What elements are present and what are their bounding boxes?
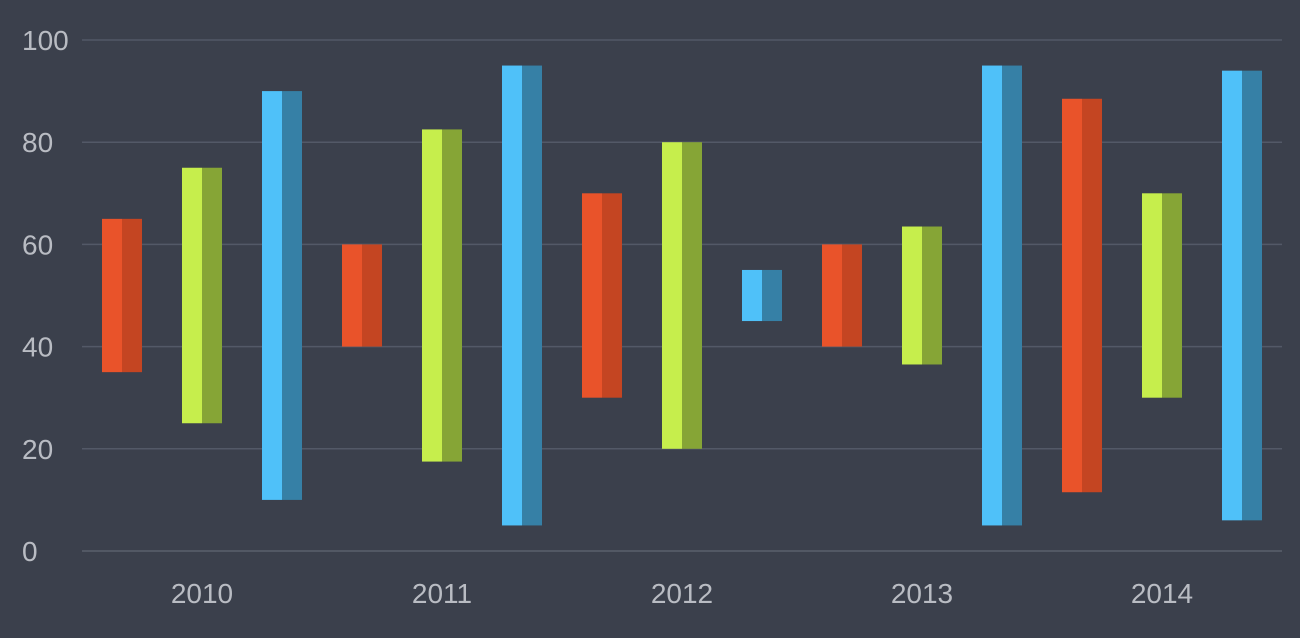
bar-face (262, 91, 282, 500)
bar-face (342, 244, 362, 347)
y-tick-label: 40 (22, 332, 53, 363)
x-category-label: 2010 (171, 578, 233, 609)
bar-2011-orange (342, 244, 382, 347)
bar-2013-orange (822, 244, 862, 347)
bar-face (982, 65, 1002, 526)
y-tick-label: 0 (22, 536, 38, 567)
bar-2013-blue (982, 65, 1022, 526)
bar-face (822, 244, 842, 347)
bar-side (1002, 65, 1022, 526)
bar-face (902, 226, 922, 365)
bar-2010-orange (102, 218, 142, 373)
bar-side (282, 91, 302, 500)
bar-2014-blue (1222, 70, 1262, 521)
bar-side (922, 226, 942, 365)
bar-face (1062, 98, 1082, 493)
bar-2010-green (182, 167, 222, 424)
bar-face (742, 269, 762, 322)
bar-side (442, 129, 462, 462)
x-category-label: 2012 (651, 578, 713, 609)
bar-2014-green (1142, 193, 1182, 398)
bar-face (102, 218, 122, 373)
y-tick-label: 60 (22, 229, 53, 260)
bar-face (182, 167, 202, 424)
x-category-label: 2014 (1131, 578, 1193, 609)
bar-side (122, 218, 142, 373)
bar-face (422, 129, 442, 462)
bar-2012-green (662, 142, 702, 449)
bar-2014-orange (1062, 98, 1102, 493)
bar-face (582, 193, 602, 398)
bar-face (1222, 70, 1242, 521)
bar-side (1242, 70, 1262, 521)
bar-side (762, 269, 782, 322)
bar-side (1082, 98, 1102, 493)
y-tick-label: 100 (22, 25, 69, 56)
bar-side (522, 65, 542, 526)
bar-2011-blue (502, 65, 542, 526)
bar-side (362, 244, 382, 347)
bar-2011-green (422, 129, 462, 462)
bar-2012-blue (742, 269, 782, 322)
bar-2012-orange (582, 193, 622, 398)
x-category-label: 2013 (891, 578, 953, 609)
x-axis: 2010 2011 2012 2013 2014 (171, 578, 1193, 609)
bar-side (682, 142, 702, 449)
bar-side (1162, 193, 1182, 398)
y-tick-label: 20 (22, 434, 53, 465)
bar-face (502, 65, 522, 526)
bar-face (1142, 193, 1162, 398)
bar-2013-green (902, 226, 942, 365)
bar-face (662, 142, 682, 449)
y-tick-label: 80 (22, 127, 53, 158)
y-axis: 0 20 40 60 80 100 (22, 25, 69, 567)
bar-side (842, 244, 862, 347)
x-category-label: 2011 (412, 578, 472, 609)
bars (102, 65, 1262, 526)
bar-side (602, 193, 622, 398)
bar-side (202, 167, 222, 424)
bar-2010-blue (262, 91, 302, 500)
